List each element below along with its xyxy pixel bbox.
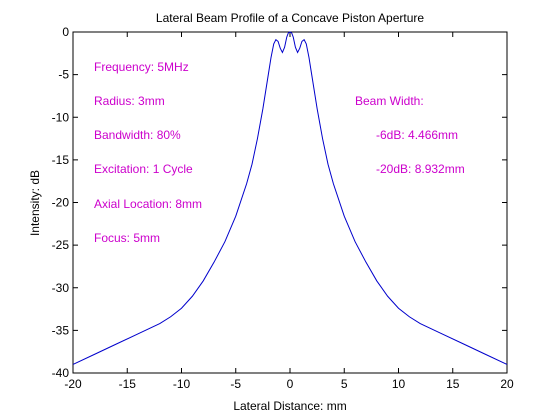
x-ticks: -20 -15 -10 -5 0 5 10 15 20 [64,32,514,391]
annotation-beam-width-20db: -20dB: 8.932mm [376,162,465,176]
y-tick-label: -10 [52,110,70,124]
x-axis-label: Lateral Distance: mm [233,399,346,413]
y-tick-label: -30 [52,281,70,295]
y-tick-label: -20 [52,196,70,210]
x-tick-label: 10 [392,377,406,391]
x-tick-label: 15 [446,377,460,391]
y-tick-label: -40 [52,366,70,380]
x-tick-label: -15 [119,377,137,391]
annotation-bandwidth: Bandwidth: 80% [94,128,181,142]
y-tick-label: -35 [52,323,70,337]
annotation-radius: Radius: 3mm [94,94,165,108]
x-tick-label: 0 [287,377,294,391]
annotation-excitation: Excitation: 1 Cycle [94,162,193,176]
plot-area [72,31,508,374]
y-axis-label: Intensity: dB [28,170,42,236]
x-tick-label: -20 [64,377,82,391]
x-tick-label: -10 [173,377,191,391]
annotation-axial-location: Axial Location: 8mm [94,197,202,211]
annotation-beam-width-title: Beam Width: [355,94,424,108]
y-ticks: 0 -5 -10 -15 -20 -25 -30 -35 -40 [52,25,507,380]
y-tick-label: -15 [52,153,70,167]
x-tick-label: 5 [341,377,348,391]
chart-title: Lateral Beam Profile of a Concave Piston… [156,11,424,25]
x-tick-label: 20 [500,377,514,391]
y-tick-label: -5 [58,68,69,82]
annotation-beam-width-6db: -6dB: 4.466mm [376,128,458,142]
y-tick-label: 0 [62,25,69,39]
y-tick-label: -25 [52,238,70,252]
x-tick-label: -5 [230,377,241,391]
annotation-frequency: Frequency: 5MHz [94,60,189,74]
series-line [72,31,508,365]
annotation-focus: Focus: 5mm [94,231,160,245]
